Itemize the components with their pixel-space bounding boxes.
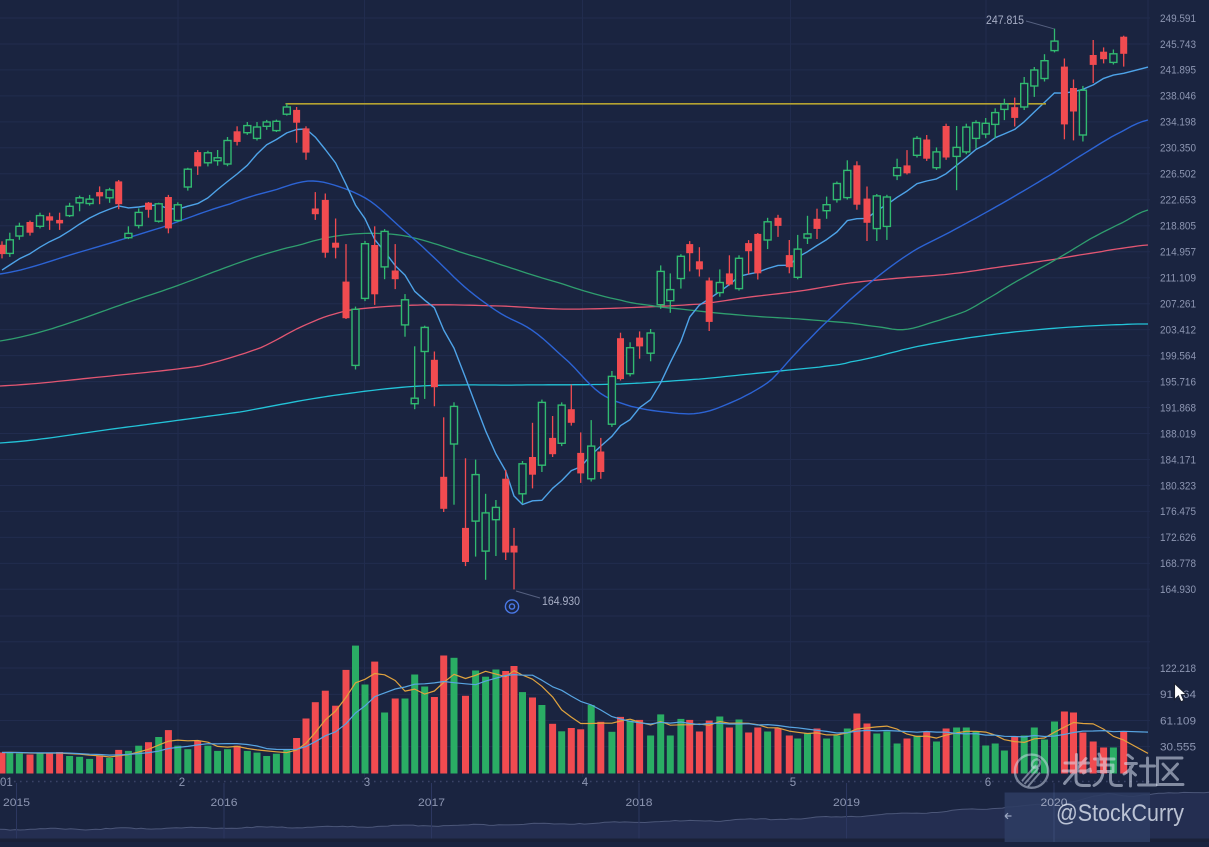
svg-text:122.218: 122.218 xyxy=(1160,663,1196,675)
svg-text:241.895: 241.895 xyxy=(1160,65,1196,77)
svg-text:195.716: 195.716 xyxy=(1160,376,1196,388)
svg-text:2: 2 xyxy=(179,777,185,789)
svg-text:191.868: 191.868 xyxy=(1160,402,1196,414)
svg-text:172.626: 172.626 xyxy=(1160,532,1196,544)
svg-text:207.261: 207.261 xyxy=(1160,299,1196,311)
svg-text:168.778: 168.778 xyxy=(1160,558,1196,570)
svg-text:4: 4 xyxy=(582,777,589,789)
svg-text:184.171: 184.171 xyxy=(1160,454,1196,466)
svg-text:188.019: 188.019 xyxy=(1160,428,1196,440)
svg-text:214.957: 214.957 xyxy=(1160,247,1196,259)
svg-text:2020: 2020 xyxy=(1041,797,1068,809)
svg-text:176.475: 176.475 xyxy=(1160,506,1196,518)
svg-text:61.109: 61.109 xyxy=(1160,715,1196,727)
svg-text:238.046: 238.046 xyxy=(1160,91,1196,103)
svg-text:230.350: 230.350 xyxy=(1160,143,1196,155)
svg-text:2018: 2018 xyxy=(626,797,653,809)
svg-text:203.412: 203.412 xyxy=(1160,324,1196,336)
svg-text:199.564: 199.564 xyxy=(1160,350,1196,362)
svg-text:180.323: 180.323 xyxy=(1160,480,1196,492)
svg-text:5: 5 xyxy=(790,777,796,789)
svg-text:2016: 2016 xyxy=(211,797,238,809)
svg-text:218.805: 218.805 xyxy=(1160,221,1196,233)
svg-text:245.743: 245.743 xyxy=(1160,39,1196,51)
svg-text:249.591: 249.591 xyxy=(1160,13,1196,25)
svg-text:164.930: 164.930 xyxy=(1160,584,1196,596)
svg-text:2019: 2019 xyxy=(833,797,860,809)
svg-text:2015: 2015 xyxy=(3,797,30,809)
svg-text:211.109: 211.109 xyxy=(1160,273,1196,285)
svg-text:2017: 2017 xyxy=(418,797,445,809)
svg-text:234.198: 234.198 xyxy=(1160,117,1196,129)
svg-text:226.502: 226.502 xyxy=(1160,169,1196,181)
svg-text:222.653: 222.653 xyxy=(1160,195,1196,207)
svg-text:3: 3 xyxy=(364,777,370,789)
svg-text:01: 01 xyxy=(0,777,13,789)
svg-text:164.930: 164.930 xyxy=(542,594,580,608)
svg-text:6: 6 xyxy=(985,777,991,789)
svg-text:30.555: 30.555 xyxy=(1160,741,1196,753)
svg-text:247.815: 247.815 xyxy=(986,13,1024,27)
svg-text:@StockCurry: @StockCurry xyxy=(1056,800,1185,827)
